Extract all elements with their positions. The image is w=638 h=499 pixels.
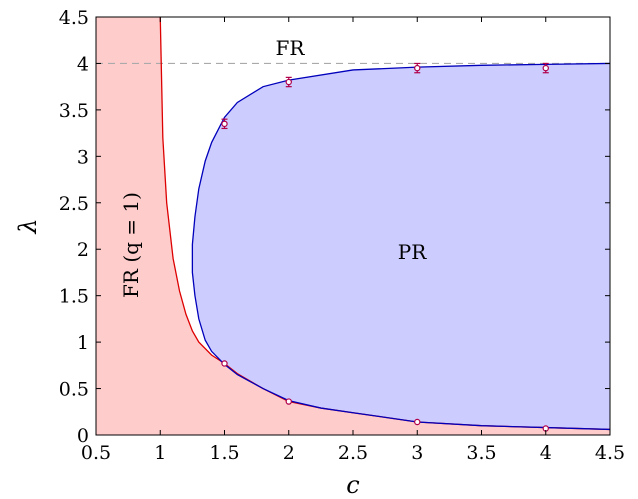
y-tick-label: 4.5 [59,7,89,29]
x-tick-label: 3.5 [466,442,496,464]
region-label-pr: PR [398,240,427,264]
x-tick-label: 4 [540,442,552,464]
x-tick-label: 4.5 [595,442,625,464]
data-marker [285,76,292,88]
y-tick-label: 0 [77,425,89,447]
x-tick-label: 2.5 [338,442,368,464]
x-tick-label: 1.5 [209,442,239,464]
marker-point [221,360,228,367]
y-tick-label: 1 [77,332,89,354]
marker-point [221,120,228,128]
y-tick-label: 2.5 [59,193,89,215]
marker-point [542,64,549,72]
axis-ticks: 0.5 1 1.5 2 2.5 3 3.5 4 4.500.511.522.533.544.5 [59,7,625,464]
fr-q1-region-fill [96,17,610,435]
region-label-fr-q1: FR (q = 1) [119,192,143,298]
y-tick-label: 1.5 [59,286,89,308]
blue-boundary-curve [191,62,610,431]
data-marker [221,360,228,367]
x-tick-label: 2 [283,442,295,464]
data-marker [285,398,292,405]
marker-point [414,418,421,426]
y-tick-label: 4 [77,53,89,75]
data-marker [414,62,421,74]
y-axis-label: λ [14,218,42,234]
data-marker [221,118,228,130]
y-tick-label: 0.5 [59,379,89,401]
x-tick-label: 0.5 [81,442,111,464]
x-tick-label: 1 [154,442,166,464]
marker-point [285,398,292,405]
y-tick-label: 3 [77,146,89,168]
marker-point [285,78,292,86]
data-markers [221,62,549,432]
data-marker [414,418,421,426]
x-axis-label: c [346,471,359,499]
y-tick-label: 3.5 [59,100,89,122]
marker-point [414,64,421,72]
x-tick-label: 3 [411,442,423,464]
y-tick-label: 2 [77,239,89,261]
data-marker [542,62,549,74]
region-label-fr-top: FR [276,36,306,60]
pr-region-fill [192,63,610,430]
